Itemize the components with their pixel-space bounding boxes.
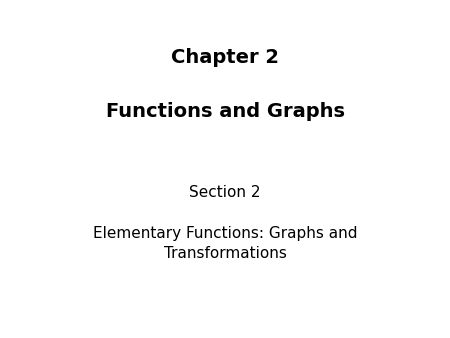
Text: Elementary Functions: Graphs and
Transformations: Elementary Functions: Graphs and Transfo… xyxy=(93,226,357,261)
Text: Chapter 2: Chapter 2 xyxy=(171,48,279,67)
Text: Functions and Graphs: Functions and Graphs xyxy=(105,102,345,121)
Text: Section 2: Section 2 xyxy=(189,185,261,200)
